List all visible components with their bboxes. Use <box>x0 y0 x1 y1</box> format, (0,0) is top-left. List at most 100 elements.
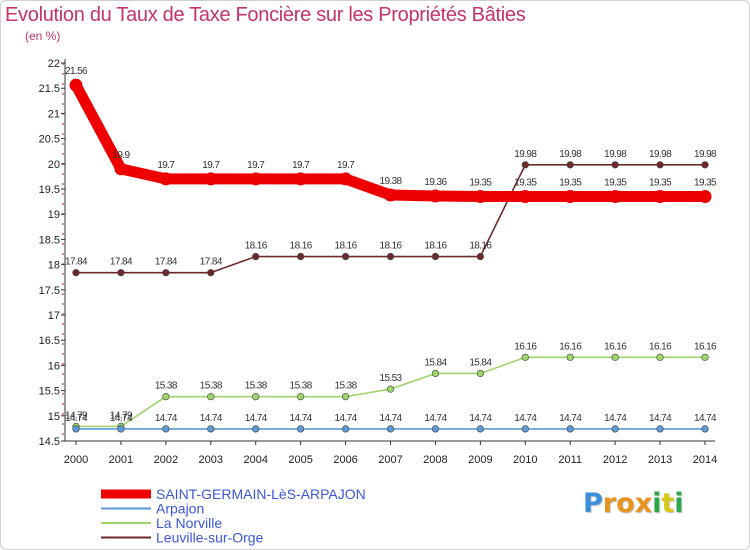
data-point <box>72 425 80 433</box>
data-label: 18.16 <box>245 241 268 252</box>
data-point <box>428 189 442 203</box>
data-point <box>117 269 125 277</box>
data-point <box>207 393 215 401</box>
data-label: 18.16 <box>379 241 402 252</box>
data-label: 19.35 <box>559 178 582 189</box>
data-label: 16.16 <box>694 341 717 352</box>
data-point <box>252 425 260 433</box>
legend-entry: SAINT-GERMAIN-LèS-ARPAJON <box>101 486 366 502</box>
data-point <box>566 425 574 433</box>
x-tick-label: 2010 <box>513 454 537 466</box>
data-label: 14.74 <box>155 413 178 424</box>
data-label: 19.7 <box>202 160 220 171</box>
data-point <box>162 393 170 401</box>
data-label: 15.38 <box>290 381 313 392</box>
y-tick-label: 21 <box>48 108 60 120</box>
series-arpajon <box>72 425 709 433</box>
data-point <box>431 425 440 433</box>
y-tick-label: 19 <box>48 209 60 221</box>
data-label: 14.74 <box>110 413 133 424</box>
data-point <box>297 393 305 401</box>
data-label: 19.38 <box>379 176 402 187</box>
logo-letter: P <box>583 488 603 519</box>
logo-letter: r <box>602 488 617 519</box>
data-point <box>207 425 215 433</box>
data-label: 17.84 <box>110 257 133 268</box>
y-tick-label: 15 <box>48 411 60 423</box>
data-label: 15.84 <box>469 357 492 368</box>
data-label: 16.16 <box>514 341 537 352</box>
data-label: 19.35 <box>694 178 717 189</box>
data-label: 14.74 <box>335 413 358 424</box>
data-point <box>204 172 218 186</box>
logo-letter: i <box>652 488 662 519</box>
x-tick-label: 2013 <box>648 454 672 466</box>
data-point <box>386 385 395 393</box>
logo-letter: o <box>616 488 635 519</box>
data-point <box>611 353 619 361</box>
data-point <box>384 188 397 202</box>
data-point <box>653 190 667 204</box>
data-label: 14.74 <box>379 413 402 424</box>
series-leuville-sur-orge <box>72 161 709 277</box>
data-point <box>162 269 170 277</box>
data-point <box>431 252 440 261</box>
y-tick-label: 14.5 <box>39 436 60 448</box>
data-point <box>159 172 173 186</box>
data-point <box>117 425 125 433</box>
data-label: 19.98 <box>694 149 717 160</box>
data-point <box>701 353 709 361</box>
legend-label: La Norville <box>156 515 222 531</box>
data-label: 15.38 <box>335 381 358 392</box>
data-label: 14.74 <box>559 413 582 424</box>
data-label: 15.38 <box>200 381 223 392</box>
data-label: 14.74 <box>424 413 447 424</box>
data-label: 17.84 <box>200 257 223 268</box>
data-point <box>386 425 395 433</box>
data-label: 18.16 <box>469 241 492 252</box>
data-point <box>698 190 712 204</box>
data-label: 14.74 <box>200 413 223 424</box>
data-point <box>566 161 574 169</box>
data-label: 16.16 <box>559 341 582 352</box>
data-label: 14.74 <box>514 413 537 424</box>
y-tick-label: 18 <box>48 260 60 272</box>
y-tick-label: 19.5 <box>39 184 60 196</box>
x-tick-label: 2012 <box>603 454 627 466</box>
data-labels-3: 14.79 14.79 15.38 15.38 15.38 15.38 15.38 15.53… <box>65 341 718 421</box>
data-point <box>386 252 395 261</box>
proxiti-logo: Proxiti <box>583 488 684 519</box>
data-label: 19.35 <box>649 178 672 189</box>
data-label: 19.98 <box>514 149 537 160</box>
chart-title: Evolution du Taux de Taxe Foncière sur l… <box>5 4 526 26</box>
data-point <box>249 172 263 186</box>
x-tick-label: 2000 <box>64 454 88 466</box>
legend-label: Leuville-sur-Orge <box>156 530 264 546</box>
data-label: 14.74 <box>290 413 313 424</box>
data-point <box>521 161 529 169</box>
data-label: 14.74 <box>694 413 717 424</box>
data-label: 18.16 <box>290 241 313 252</box>
data-point <box>341 252 350 261</box>
x-tick-label: 2004 <box>243 454 267 466</box>
data-point <box>297 252 305 261</box>
data-point <box>476 369 484 378</box>
data-label: 19.7 <box>292 160 310 171</box>
data-label: 18.16 <box>424 241 447 252</box>
data-point <box>611 425 619 433</box>
legend-entry: Arpajon <box>101 501 204 517</box>
data-label: 14.74 <box>469 413 492 424</box>
data-point <box>69 78 83 92</box>
data-point <box>656 425 664 433</box>
x-tick-label: 2007 <box>378 454 402 466</box>
data-point <box>162 425 170 433</box>
y-tick-label: 17.5 <box>39 285 60 297</box>
x-tick-label: 2002 <box>154 454 178 466</box>
data-point <box>701 425 709 433</box>
data-label: 14.79 <box>65 410 88 421</box>
data-label: 19.98 <box>559 149 582 160</box>
data-labels-1: 21.56 19.9 19.7 19.7 19.7 19.7 19.7 19.38 19.36 1… <box>65 66 718 189</box>
legend-label: Arpajon <box>156 501 204 517</box>
legend-entry: La Norville <box>101 515 222 531</box>
y-tick-label: 22 <box>48 58 60 70</box>
